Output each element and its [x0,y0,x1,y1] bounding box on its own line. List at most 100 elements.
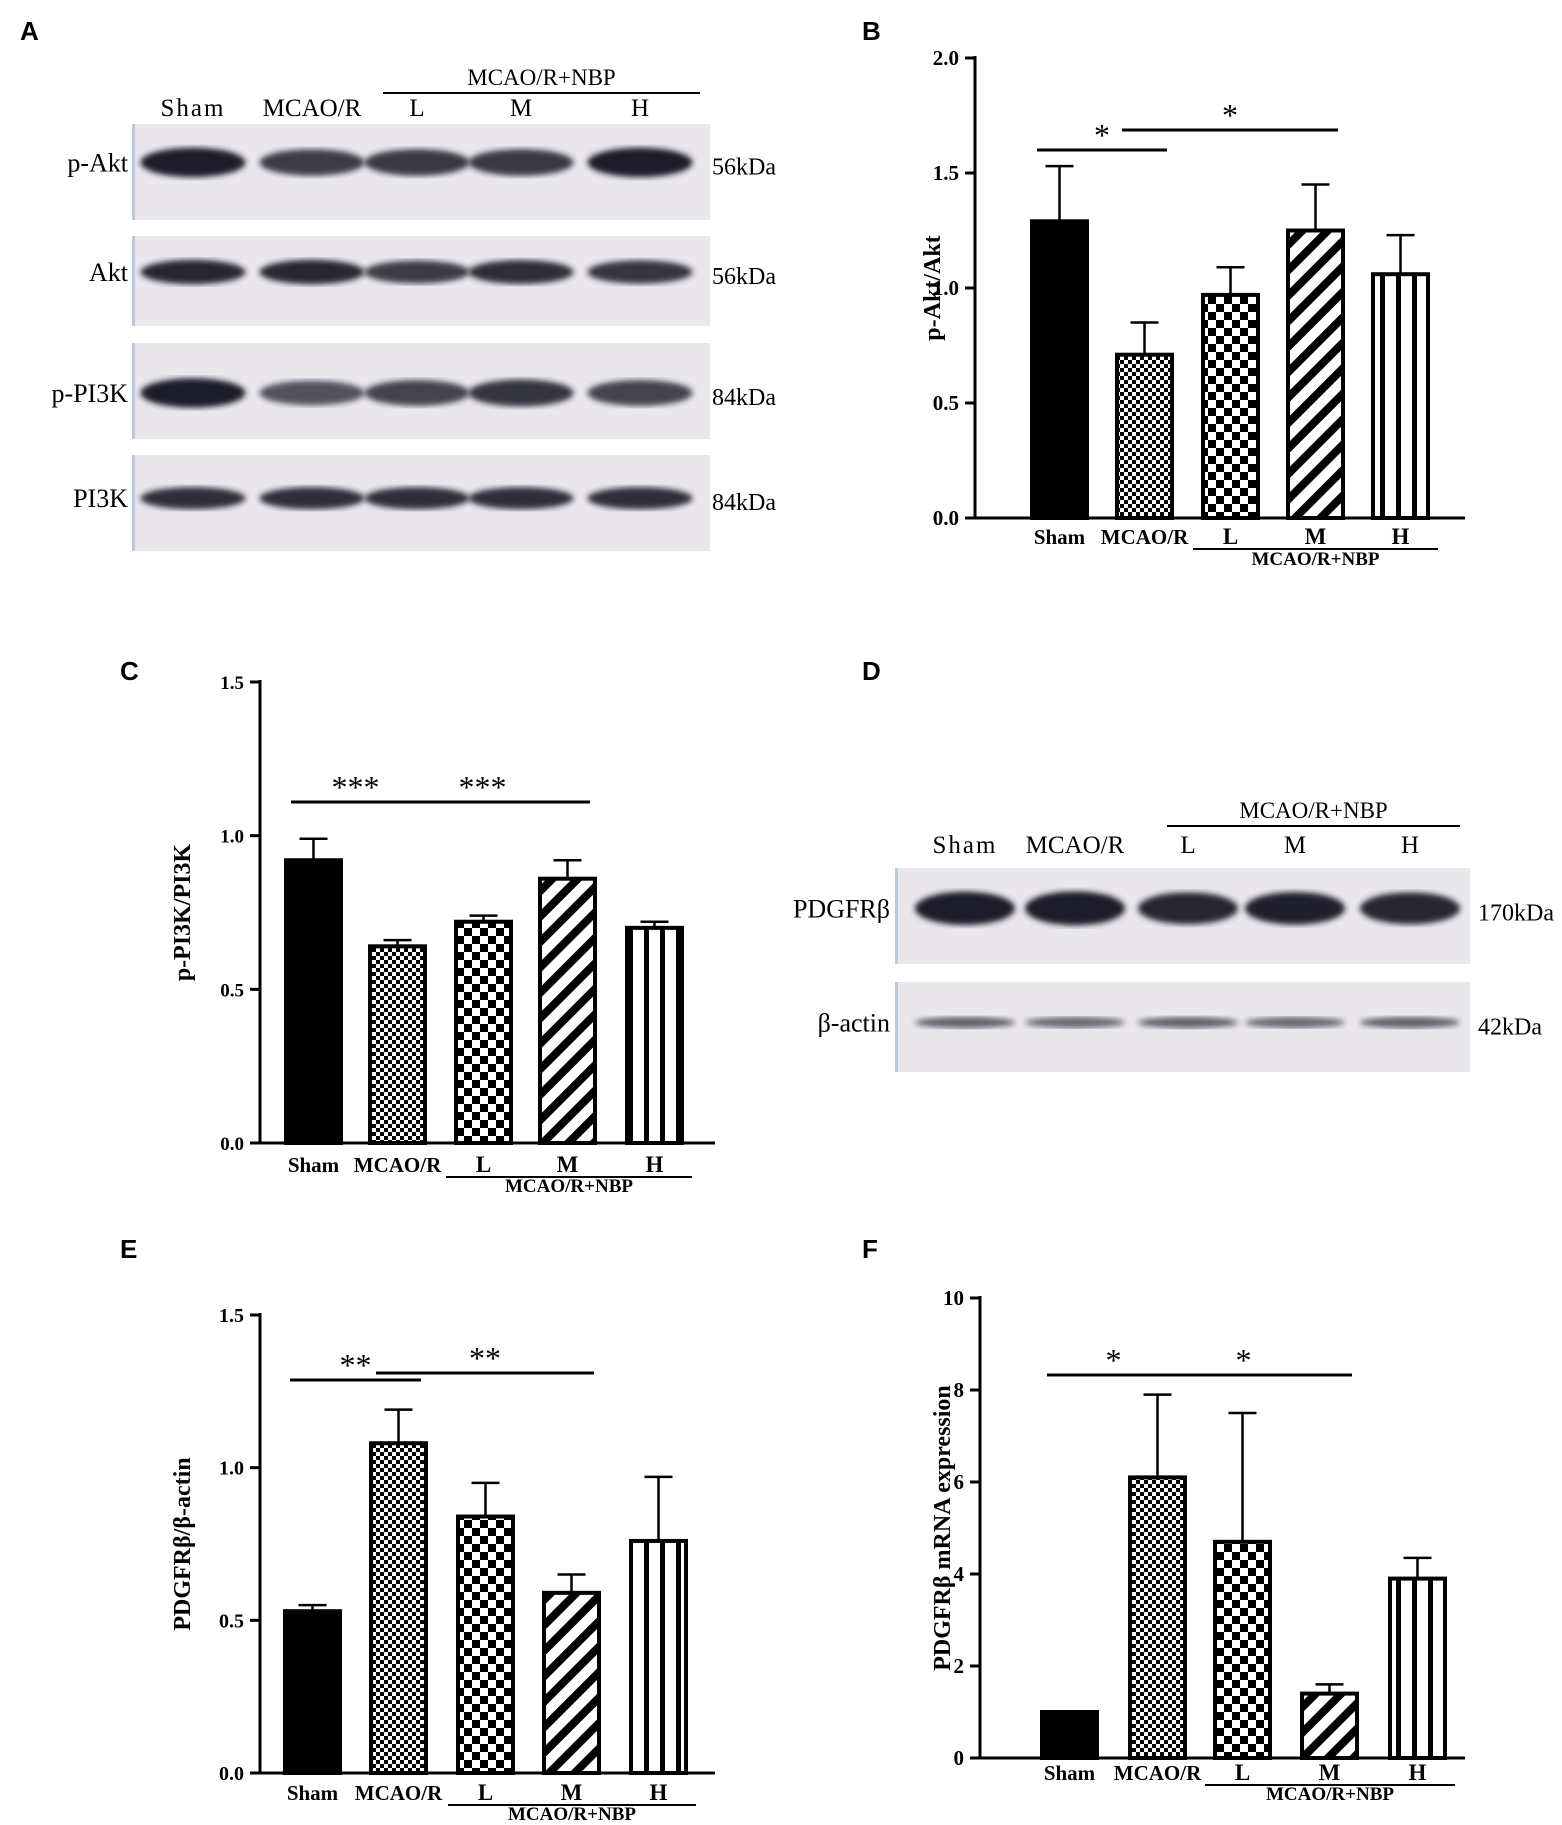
blot-band [140,147,246,178]
blot-band [364,260,470,284]
bar-h [625,925,684,1145]
bar-sham [283,1609,342,1775]
x-tick-label: H [1392,524,1410,549]
blot-strip-edge [132,124,135,220]
bar-sham [284,858,343,1146]
bar-chart-p-pi3k: 0.0 0.5 1.0 1.5 p-PI3K/PI3K Sham MCAO/R L M H MCAO… [170,673,715,1197]
blot-band [587,487,693,510]
lane-label: Sham [933,832,998,859]
panel-letter-d: D [862,656,881,686]
blot-band [259,259,365,285]
x-tick-label: Sham [287,1781,339,1805]
panel-letter-f: F [862,1234,878,1264]
bar-mcao-r [369,1441,428,1775]
blot-band [1025,1017,1125,1028]
blot-strip-edge [132,236,135,326]
group-label: MCAO/R+NBP [1266,1784,1394,1805]
blot-band [915,1017,1015,1028]
x-tick-label: Sham [288,1153,340,1177]
lane-label: MCAO/R [263,95,362,122]
significance-marker: ** [469,1340,501,1376]
y-tick-label: 1.5 [219,1305,244,1327]
y-tick-label: 1.5 [220,673,244,694]
significance-marker: *** [459,769,507,805]
blot-strip-edge [895,982,898,1072]
lane-label: L [1180,832,1195,859]
x-tick-label: MCAO/R [355,1781,443,1805]
panel-letter-b: B [862,16,881,46]
lane-label: Sham [161,95,226,122]
y-tick-label: 1.5 [933,161,959,185]
bar-l [1201,292,1260,520]
blot-band [140,259,246,285]
bar-mcao-r [1128,1475,1187,1761]
x-tick-label: L [476,1152,491,1177]
lane-label: H [1401,832,1419,859]
x-tick-label: Sham [1044,1761,1096,1785]
blot-band [1138,1017,1238,1028]
y-tick-label: 1.0 [220,827,244,848]
bar-chart-pdgfrb-protein: 0.0 0.5 1.0 1.5 PDGFRβ/β-actin Sham MCAO/R L M HM… [170,1305,715,1825]
blot-band [364,380,470,406]
blot-band [468,149,574,176]
size-marker: 170kDa [1478,900,1554,926]
blot-band [259,487,365,510]
bar-l [454,919,513,1145]
group-label: MCAO/R+NBP [508,1804,636,1825]
y-tick-label: 0.5 [220,980,244,1001]
bar-l [1213,1539,1272,1761]
significance-marker: * [1236,1342,1252,1378]
bar-chart-pdgfrb-mrna: 0 2 4 6 8 10 PDGFRβ mRNA expression Sham MCAO/R L… [930,1286,1465,1805]
blot-band [140,487,246,510]
x-tick-label: MCAO/R [1101,525,1189,549]
lane-label: H [631,95,649,122]
y-tick-label: 2 [954,1654,965,1678]
significance-marker: * [1222,97,1238,133]
y-tick-label: 2.0 [933,46,959,70]
y-tick-label: 4 [954,1562,965,1586]
y-tick-label: 0.5 [933,391,959,415]
bar-m [542,1590,601,1776]
panel-letter-e: E [120,1234,137,1264]
x-tick-label: L [1223,524,1238,549]
row-label: p-PI3K [51,379,128,408]
blot-band [1360,1017,1460,1028]
significance-marker: ** [340,1347,372,1383]
blot-strip-edge [132,455,135,551]
x-tick-label: L [478,1780,493,1805]
row-label: PI3K [73,484,128,513]
y-tick-label: 6 [954,1470,965,1494]
group-label: MCAO/R+NBP [1252,549,1380,570]
blot-band [915,891,1015,925]
blot-band [1245,1017,1345,1028]
size-marker: 56kDa [712,264,776,290]
bar-h [1388,1576,1447,1760]
western-blot-a: MCAO/R+NBP Sham MCAO/R L M Hp-Akt 56kDa Akt 56kD… [51,65,776,551]
row-label: p-Akt [67,148,128,177]
blot-band [468,260,574,284]
bar-m [1286,228,1345,520]
bar-sham [1040,1710,1099,1760]
blot-band [1138,892,1238,925]
y-tick-label: 0.0 [220,1134,244,1155]
y-tick-label: 1.0 [933,276,959,300]
bar-mcao-r [1115,352,1174,521]
x-tick-label: M [1305,524,1327,549]
panel-letter-a: A [20,16,39,46]
blot-band [587,380,693,406]
y-axis-label: p-PI3K/PI3K [170,843,196,981]
y-tick-label: 0.0 [219,1763,244,1785]
x-tick-label: L [1235,1760,1250,1785]
group-header-label: MCAO/R+NBP [467,65,615,90]
row-label: Akt [89,258,129,287]
blot-band [468,379,574,407]
lane-label: L [409,95,424,122]
lane-label: M [1284,832,1306,859]
blot-strip-edge [895,868,898,964]
size-marker: 84kDa [712,490,776,516]
blot-band [587,147,693,178]
bar-chart-p-akt: 0.0 0.5 1.0 1.5 2.0 p-Akt/Akt Sham MCAO/R L M H MCA… [920,46,1465,570]
x-tick-label: Sham [1034,525,1086,549]
bar-h [1371,272,1430,521]
